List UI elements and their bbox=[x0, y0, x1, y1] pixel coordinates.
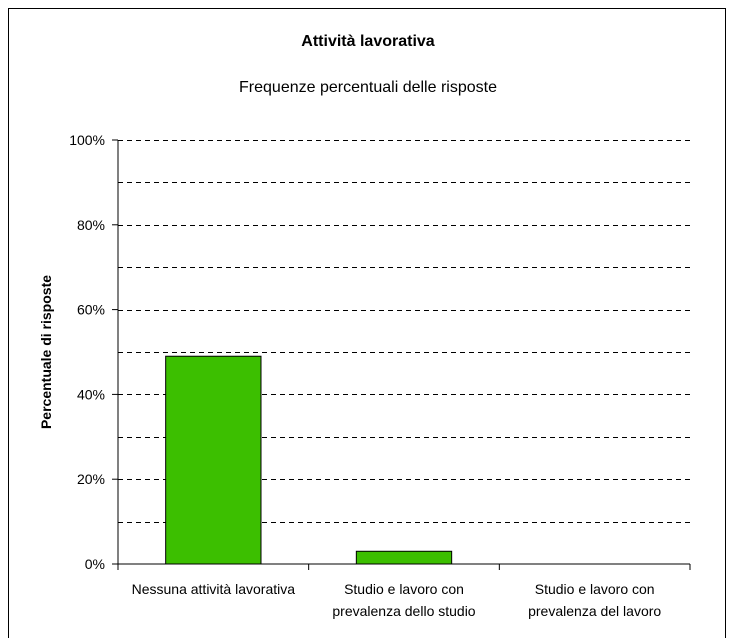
bar bbox=[355, 550, 453, 565]
y-tick-label: 100% bbox=[69, 132, 105, 148]
y-axis-label: Percentuale di risposte bbox=[38, 275, 54, 429]
y-tick-label: 40% bbox=[77, 386, 105, 402]
axes bbox=[117, 140, 690, 565]
chart-subtitle: Frequenze percentuali delle risposte bbox=[239, 79, 497, 96]
chart-frame bbox=[8, 8, 726, 638]
chart-title: Attività lavorativa bbox=[301, 33, 434, 50]
y-tick-label: 80% bbox=[77, 217, 105, 233]
bars bbox=[165, 355, 453, 565]
y-tick-label: 0% bbox=[85, 556, 105, 572]
y-tick-label: 60% bbox=[77, 302, 105, 318]
y-tick-label: 20% bbox=[77, 471, 105, 487]
x-category-label: Studio e lavoro con prevalenza dello stud… bbox=[332, 581, 475, 619]
bar bbox=[165, 355, 262, 565]
x-category-label: Studio e lavoro con prevalenza del lavoro bbox=[528, 581, 661, 619]
x-category-label: Nessuna attività lavorativa bbox=[132, 581, 296, 597]
y-ticks: 0% 20% 40% 60% 80% 100% bbox=[69, 132, 118, 572]
x-categories: Nessuna attività lavorativa Studio e lavo… bbox=[117, 564, 691, 619]
